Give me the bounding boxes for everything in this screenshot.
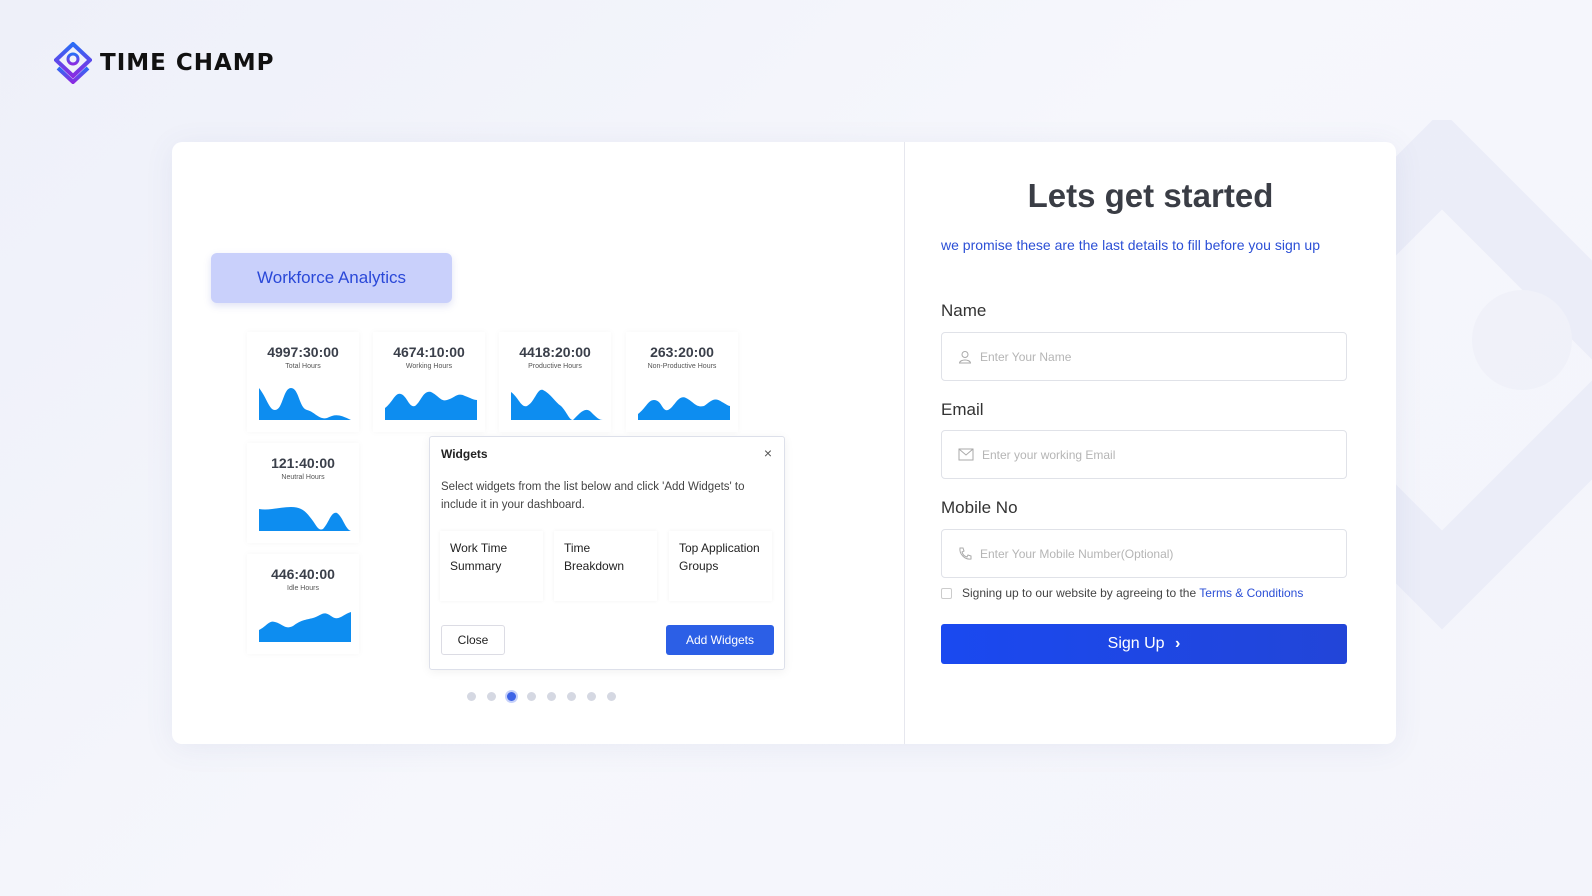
modal-title: Widgets: [441, 447, 488, 461]
phone-icon: [959, 547, 972, 560]
widget-option-work-time-summary[interactable]: Work Time Summary: [440, 531, 543, 601]
stat-label: Non-Productive Hours: [647, 363, 717, 370]
carousel-dot[interactable]: [487, 692, 496, 701]
widget-option-top-application-groups[interactable]: Top Application Groups: [669, 531, 772, 601]
divider: [904, 142, 905, 744]
name-field[interactable]: [941, 332, 1347, 381]
terms-link[interactable]: Terms & Conditions: [1199, 586, 1304, 600]
stat-card: 4674:10:00 Working Hours: [373, 332, 485, 432]
terms-row: Signing up to our website by agreeing to…: [941, 586, 1303, 600]
widget-option-time-breakdown[interactable]: Time Breakdown: [554, 531, 657, 601]
stat-label: Neutral Hours: [281, 474, 325, 481]
mail-icon: [958, 448, 974, 461]
sparkline-chart: [259, 612, 351, 642]
stat-card: 446:40:00 Idle Hours: [247, 554, 359, 654]
stat-card: 121:40:00 Neutral Hours: [247, 443, 359, 543]
carousel-dots: [467, 692, 616, 701]
stat-label: Total Hours: [285, 363, 321, 370]
stat-label: Idle Hours: [287, 585, 319, 592]
mobile-label: Mobile No: [941, 498, 1018, 517]
close-icon[interactable]: ×: [763, 445, 772, 461]
terms-text: Signing up to our website by agreeing to…: [962, 586, 1197, 600]
add-widgets-button[interactable]: Add Widgets: [666, 625, 774, 655]
stat-label: Productive Hours: [528, 363, 582, 370]
sparkline-chart: [385, 391, 477, 420]
carousel-dot[interactable]: [527, 692, 536, 701]
stat-value: 121:40:00: [271, 455, 335, 471]
workforce-analytics-badge: Workforce Analytics: [211, 253, 452, 303]
sign-up-label: Sign Up: [1107, 635, 1165, 652]
logo: TIME CHAMP: [54, 42, 275, 84]
carousel-dot[interactable]: [467, 692, 476, 701]
stat-value: 263:20:00: [650, 344, 714, 360]
stat-card: 4997:30:00 Total Hours: [247, 332, 359, 432]
carousel-dot[interactable]: [587, 692, 596, 701]
close-button[interactable]: Close: [441, 625, 505, 655]
mobile-input[interactable]: [980, 546, 1346, 561]
carousel-dot[interactable]: [607, 692, 616, 701]
sparkline-chart: [259, 388, 351, 420]
email-field[interactable]: [941, 430, 1347, 479]
email-label: Email: [941, 400, 984, 419]
mobile-field[interactable]: [941, 529, 1347, 578]
sparkline-chart: [638, 397, 730, 420]
name-input[interactable]: [980, 349, 1346, 364]
sparkline-chart: [511, 389, 603, 420]
stat-value: 4997:30:00: [267, 344, 339, 360]
stat-value: 4418:20:00: [519, 344, 591, 360]
signup-form: Lets get started we promise these are th…: [905, 142, 1396, 744]
email-input[interactable]: [982, 447, 1346, 462]
stat-card: 263:20:00 Non-Productive Hours: [626, 332, 738, 432]
terms-checkbox[interactable]: [941, 587, 952, 599]
carousel-dot-active[interactable]: [507, 692, 516, 701]
stat-label: Working Hours: [405, 363, 453, 370]
form-title: Lets get started: [1027, 177, 1274, 214]
name-label: Name: [941, 301, 987, 320]
time-champ-logo-icon: [54, 42, 92, 84]
stat-value: 446:40:00: [271, 566, 335, 582]
user-icon: [958, 350, 972, 363]
signup-card: Workforce Analytics 4997:30:00 Total Hour…: [172, 142, 1396, 744]
sparkline-chart: [259, 507, 351, 531]
modal-description: Select widgets from the list below and c…: [441, 481, 745, 511]
form-subtitle: we promise these are the last details to…: [941, 237, 1320, 253]
carousel-dot[interactable]: [547, 692, 556, 701]
widgets-modal: Widgets × Select widgets from the list b…: [429, 436, 785, 670]
stat-value: 4674:10:00: [393, 344, 465, 360]
stat-card: 4418:20:00 Productive Hours: [499, 332, 611, 432]
carousel-dot[interactable]: [567, 692, 576, 701]
sign-up-button[interactable]: Sign Up ›: [941, 624, 1347, 664]
brand-name: TIME CHAMP: [100, 50, 275, 76]
chevron-right-icon: ›: [1175, 635, 1181, 652]
